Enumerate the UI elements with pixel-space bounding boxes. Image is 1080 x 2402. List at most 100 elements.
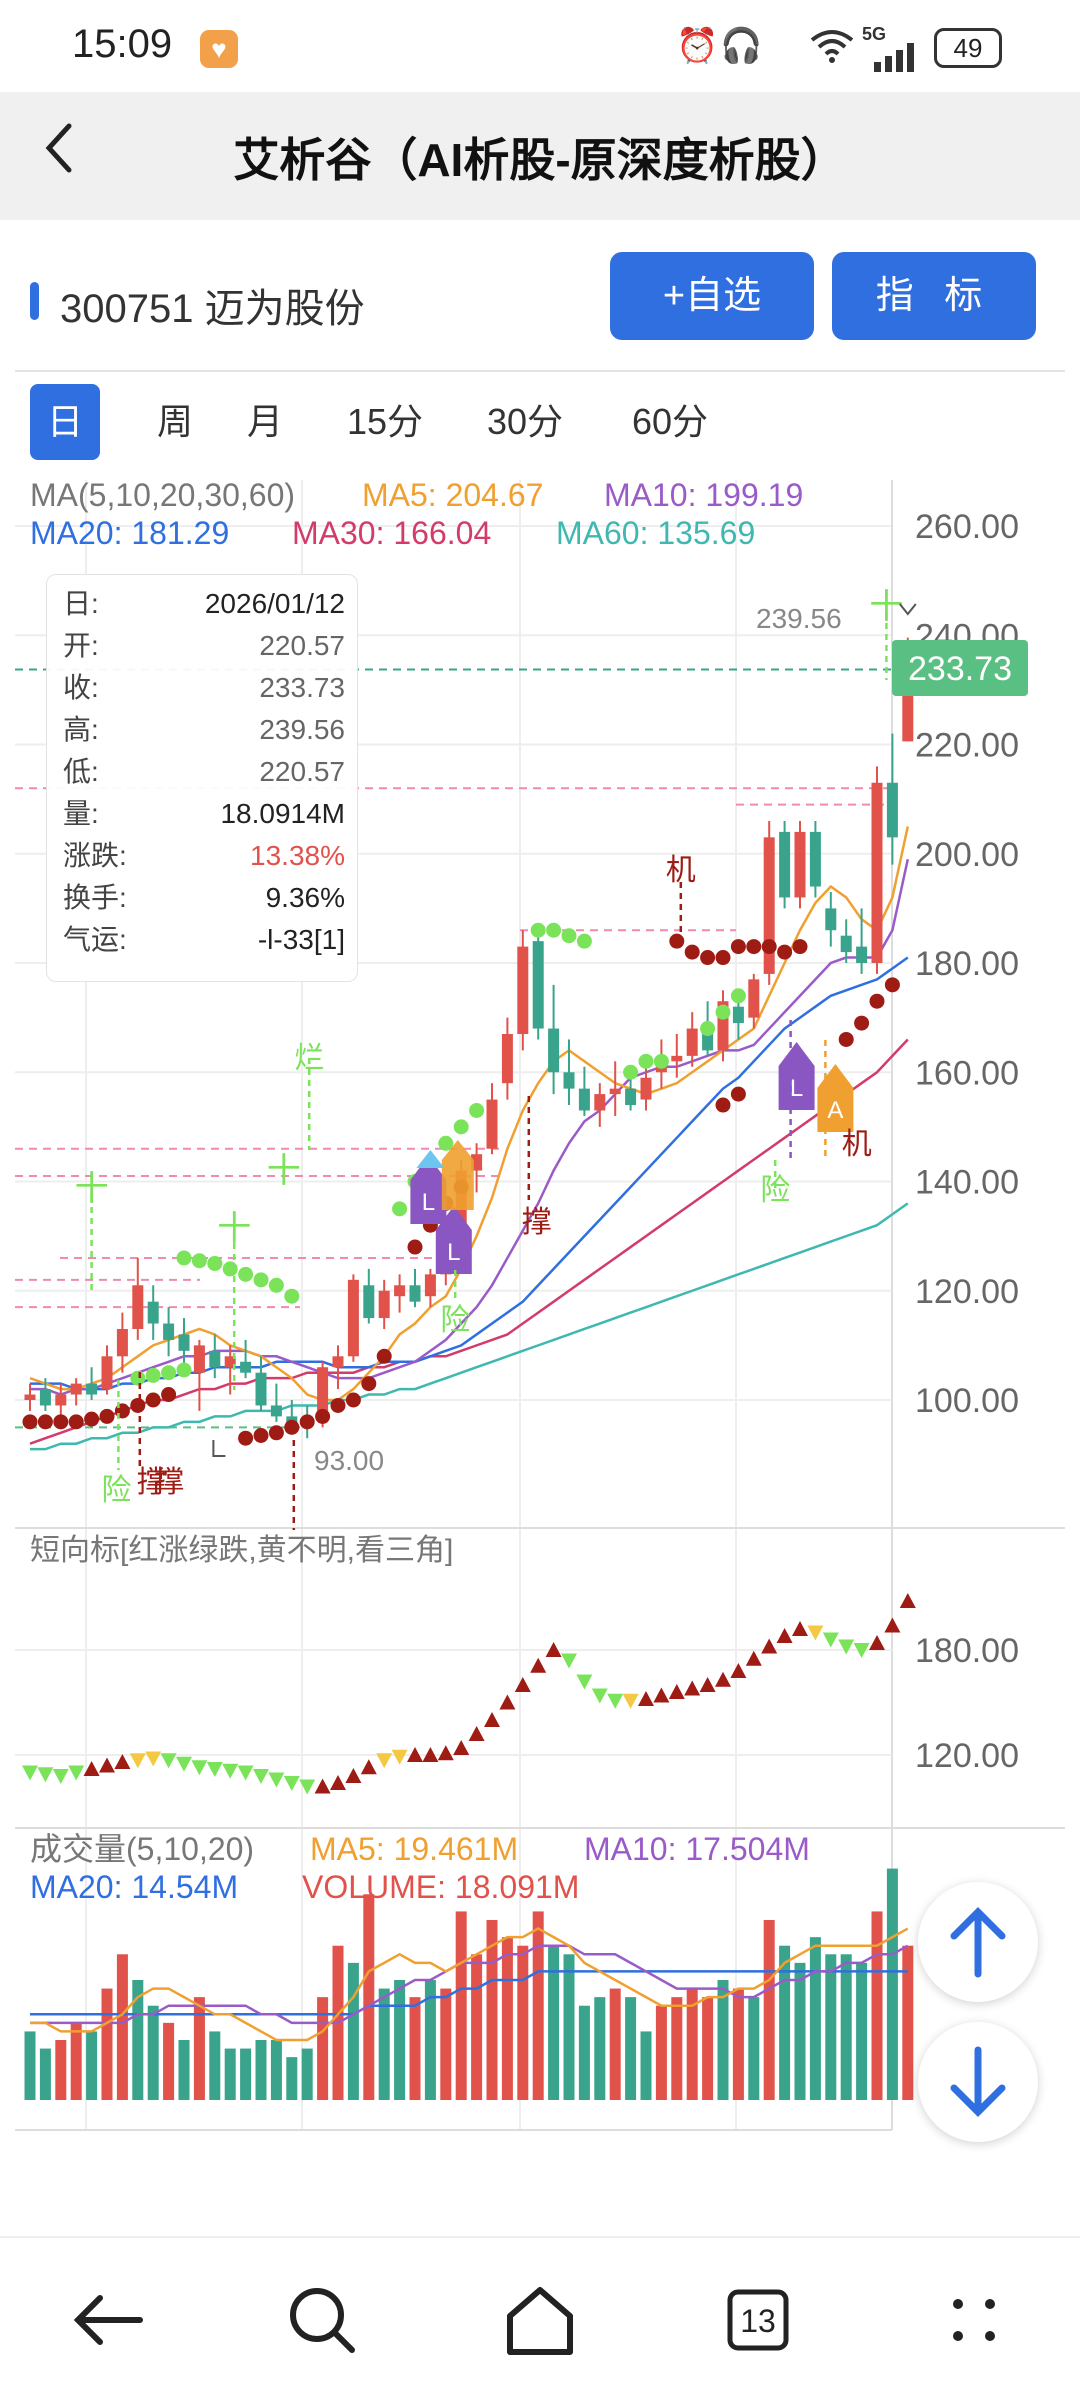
- tab-day[interactable]: 日: [30, 384, 100, 460]
- indicator-triangle: [715, 1671, 731, 1687]
- tab-60min[interactable]: 60分: [631, 401, 709, 442]
- info-row: 涨跌: 13.38%: [63, 835, 345, 877]
- indicator-triangle: [545, 1642, 562, 1657]
- indicator-triangle: [176, 1756, 192, 1772]
- info-value: 220.57: [259, 630, 345, 661]
- candle-info-panel: 日: 2026/01/12 开: 220.57 收: 233.73 高: 239.56 低: 22…: [46, 574, 358, 982]
- price-tick-label: 100.00: [915, 1382, 1019, 1420]
- indicator-triangle: [330, 1775, 346, 1790]
- candle: [70, 1378, 82, 1406]
- indicator-tick-label: 180.00: [915, 1632, 1019, 1670]
- status-bar: [0, 0, 1080, 92]
- bottom-nav-bar: [0, 2236, 1080, 2402]
- back-button[interactable]: [30, 118, 90, 188]
- candle-body: [486, 1099, 498, 1149]
- green-signal-dot: [176, 1250, 192, 1266]
- volume-bar: [501, 1937, 513, 2100]
- volume-bar: [147, 2005, 159, 2100]
- vol-ma10-legend: MA10: 17.504M: [584, 1831, 810, 1867]
- red-signal-dot: [777, 944, 793, 960]
- badge-label: L: [447, 1239, 460, 1266]
- candle-body: [101, 1356, 113, 1390]
- info-key: 高:: [63, 714, 99, 745]
- red-signal-dot: [68, 1414, 84, 1430]
- volume-bar: [424, 1980, 436, 2100]
- badge-shape: [441, 1140, 474, 1210]
- ma20-legend: MA20: 181.29: [30, 515, 229, 551]
- signal-label: 十: [75, 1170, 109, 1208]
- candle: [147, 1285, 159, 1340]
- volume-bar: [886, 1868, 898, 2100]
- scroll-down-button[interactable]: [918, 2022, 1038, 2142]
- indicator-triangle: [638, 1691, 654, 1706]
- tab-week[interactable]: 周: [156, 401, 193, 442]
- stock-marker: [30, 282, 39, 320]
- green-signal-dot: [530, 922, 546, 938]
- candle-body: [578, 1088, 590, 1111]
- nav-back-button[interactable]: [58, 2270, 158, 2370]
- volume-bar: [840, 1954, 852, 2100]
- volume-bar: [70, 2022, 82, 2100]
- red-signal-dot: [145, 1392, 161, 1408]
- ma60-line: [30, 1202, 909, 1451]
- indicator-triangle: [730, 1663, 747, 1678]
- green-signal-dot: [561, 928, 577, 944]
- info-row: 高: 239.56: [63, 709, 345, 751]
- red-signal-dot: [361, 1376, 377, 1392]
- candle: [132, 1257, 144, 1340]
- candle: [363, 1268, 375, 1324]
- indicator-triangle: [853, 1643, 870, 1658]
- nav-search-button[interactable]: [272, 2270, 372, 2370]
- app-notification-icon: ♥: [200, 30, 238, 68]
- red-signal-dot: [268, 1425, 284, 1441]
- volume-bar: [640, 2031, 652, 2100]
- nav-tabs-button[interactable]: 13: [708, 2270, 808, 2370]
- indicator-triangle: [237, 1765, 254, 1781]
- indicator-button[interactable]: 指 标: [832, 252, 1036, 340]
- candle-body: [147, 1301, 159, 1324]
- nav-home-button[interactable]: [490, 2270, 590, 2370]
- candle: [471, 1143, 483, 1193]
- volume-bar: [286, 2057, 298, 2100]
- signal-label: 险: [440, 1304, 470, 1337]
- info-key: 日:: [63, 588, 99, 619]
- indicator-triangle: [622, 1693, 639, 1709]
- candle-body: [902, 669, 914, 742]
- red-signal-dot: [253, 1428, 269, 1444]
- indicator-triangle: [206, 1762, 223, 1777]
- candle: [763, 820, 775, 985]
- add-watchlist-button[interactable]: +自选: [610, 252, 814, 340]
- badge-label: L: [790, 1075, 803, 1102]
- indicator-triangle: [268, 1772, 285, 1788]
- volume-panel: [24, 1868, 914, 2100]
- nav-menu-button[interactable]: [924, 2270, 1024, 2370]
- info-row: 气运: -l-33[1]: [63, 919, 345, 961]
- candle: [825, 891, 837, 947]
- candle: [394, 1274, 406, 1313]
- headphones-icon: 🎧: [720, 27, 763, 65]
- indicator-triangle: [68, 1765, 85, 1781]
- info-value: 2026/01/12: [204, 588, 345, 619]
- candle: [563, 1039, 575, 1106]
- candle-body: [809, 831, 821, 887]
- indicator-triangle: [345, 1768, 362, 1783]
- candle-body: [825, 908, 837, 931]
- volume-bar: [671, 1997, 683, 2100]
- indicator-triangle: [422, 1747, 439, 1762]
- indicator-triangle: [114, 1754, 131, 1769]
- chart-grid: [15, 480, 1065, 2131]
- volume-bar: [317, 1997, 329, 2100]
- volume-bar: [763, 1920, 775, 2100]
- search-icon: [290, 2288, 355, 2353]
- tab-month[interactable]: 月: [246, 401, 283, 442]
- candle-body: [132, 1285, 144, 1329]
- indicator-triangle: [484, 1712, 500, 1727]
- scroll-up-button[interactable]: [918, 1882, 1038, 2002]
- volume-bar: [702, 1997, 714, 2100]
- tab-30min[interactable]: 30分: [486, 401, 564, 442]
- candle: [209, 1334, 221, 1379]
- indicator-triangle: [468, 1726, 485, 1741]
- red-signal-dot: [22, 1414, 38, 1430]
- tab-15min[interactable]: 15分: [346, 401, 424, 442]
